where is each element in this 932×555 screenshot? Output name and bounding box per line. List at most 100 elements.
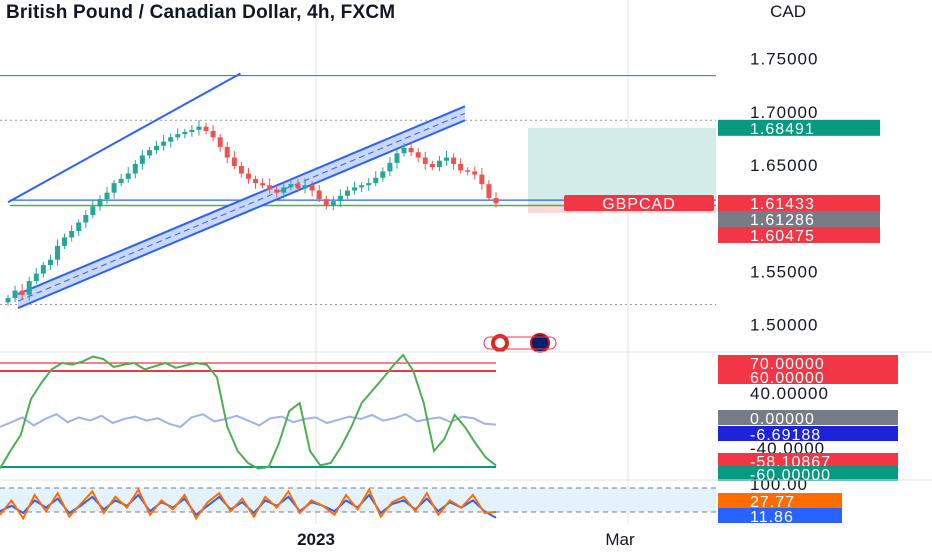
price-tag-label: 1.68491 — [750, 121, 815, 138]
channel-upper-line — [17, 105, 466, 295]
candle-body — [196, 126, 202, 130]
candle-body — [168, 137, 174, 142]
currency-flags-icon — [483, 333, 557, 353]
candle-body — [154, 145, 160, 151]
symbol-tag-bg — [564, 194, 714, 211]
candle-body — [238, 166, 244, 174]
price-tick-label: 1.70000 — [750, 103, 818, 122]
candle-body — [281, 187, 287, 193]
time-tick-label: 2023 — [297, 530, 335, 549]
candle-body — [175, 134, 181, 138]
candle-body — [479, 174, 485, 185]
candle-body — [387, 162, 393, 172]
candle-body — [47, 259, 53, 266]
candle-body — [352, 187, 358, 191]
candle-body — [40, 265, 46, 274]
osc-tick-label: 70.00000 — [750, 356, 825, 373]
price-tick-label: 1.65000 — [750, 156, 818, 175]
osc-tag-bg — [718, 410, 898, 425]
upper-trend-line — [7, 72, 241, 204]
candle-body — [267, 185, 273, 190]
price-tag-bg — [718, 194, 880, 211]
price-tag-label: 1.60475 — [750, 228, 815, 245]
price-tag-label: 1.61433 — [750, 196, 815, 213]
osc-tick-label: -6.69188 — [750, 427, 821, 444]
osc2-tag-bg — [718, 493, 842, 508]
osc2-tick-label: 27.77 — [750, 494, 795, 511]
candle-body — [26, 281, 32, 295]
osc-tag-bg — [718, 355, 898, 370]
osc-tag-bg — [718, 426, 898, 441]
candle-body — [415, 152, 421, 158]
candle-body — [104, 192, 110, 200]
currency-label: CAD — [770, 2, 806, 21]
candle-body — [451, 157, 457, 164]
candle-body — [132, 163, 138, 174]
candle-body — [429, 163, 435, 168]
candle-body — [97, 199, 103, 207]
price-tag-bg — [718, 210, 880, 227]
candle-body — [366, 183, 372, 186]
stochastic-line — [0, 353, 497, 470]
candle-body — [465, 170, 471, 172]
price-tick-label: 1.75000 — [750, 50, 818, 69]
candle-body — [161, 141, 167, 146]
candle-body — [146, 150, 152, 156]
channel-mid-line — [17, 112, 466, 302]
candle-body — [401, 147, 407, 154]
candle-body — [373, 177, 379, 184]
candle-body — [422, 157, 428, 164]
candle-body — [359, 185, 365, 188]
candle-body — [288, 184, 294, 188]
candle-body — [493, 198, 499, 204]
candle-body — [323, 199, 329, 206]
candle-body — [111, 183, 117, 193]
osc2-tick-label: 11.86 — [750, 509, 794, 526]
osc2-tag-bg — [718, 508, 842, 523]
candle-body — [62, 237, 68, 246]
candle-body — [302, 185, 308, 189]
canada-flag-center — [495, 338, 505, 348]
candle-body — [408, 147, 414, 153]
candle-body — [69, 231, 75, 238]
candle-body — [486, 184, 492, 198]
candle-body — [337, 195, 343, 202]
price-tick-label: 1.50000 — [750, 316, 818, 335]
osc-tag-bg — [718, 369, 898, 384]
candle-body — [189, 129, 195, 132]
osc-tick-label: 60.00000 — [750, 370, 825, 387]
price-tick-label: 1.55000 — [750, 262, 818, 281]
candle-body — [458, 163, 464, 171]
candle-body — [274, 189, 280, 193]
candle-body — [224, 146, 230, 158]
price-tag-bg — [718, 226, 880, 243]
candle-body — [316, 190, 322, 200]
candle-body — [125, 173, 131, 179]
osc-fast-line — [0, 487, 497, 521]
candle-body — [309, 185, 315, 191]
candle-body — [5, 298, 11, 303]
osc-tag-bg — [718, 453, 898, 468]
candle-body — [330, 201, 336, 206]
candle-body — [231, 157, 237, 167]
candle-body — [55, 245, 61, 260]
candle-body — [472, 171, 478, 175]
candle-body — [245, 173, 251, 179]
candle-body — [380, 171, 386, 178]
chart-title: British Pound / Canadian Dollar, 4h, FXC… — [6, 2, 396, 23]
price-tag-label: 1.61286 — [750, 212, 815, 229]
candle-body — [76, 222, 82, 231]
candle-body — [344, 190, 350, 196]
candle-body — [33, 273, 39, 282]
candle-body — [139, 155, 145, 164]
candle-body — [295, 184, 301, 189]
candle-body — [182, 132, 188, 135]
candle-body — [443, 157, 449, 161]
candle-body — [394, 153, 400, 163]
cci-line — [0, 413, 497, 429]
candle-body — [436, 160, 442, 168]
candle-body — [210, 130, 216, 138]
price-tag-bg — [718, 119, 880, 136]
